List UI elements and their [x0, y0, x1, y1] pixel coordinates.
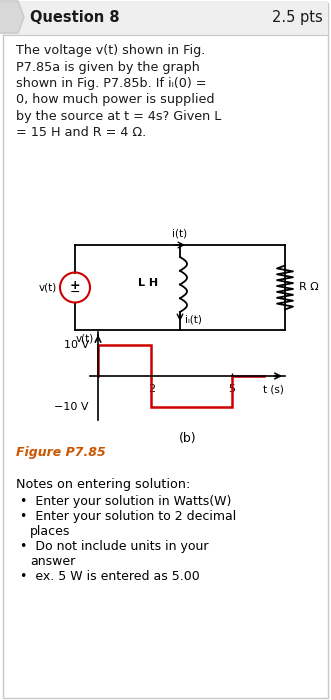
- Text: Question 8: Question 8: [30, 10, 119, 25]
- Text: −: −: [70, 286, 80, 299]
- Text: •  Enter your solution in Watts(W): • Enter your solution in Watts(W): [20, 495, 231, 508]
- Text: answer: answer: [30, 555, 75, 568]
- Text: 0, how much power is supplied: 0, how much power is supplied: [16, 94, 214, 106]
- Text: Notes on entering solution:: Notes on entering solution:: [16, 478, 190, 491]
- Text: t (s): t (s): [263, 385, 284, 395]
- Text: 2.5 pts: 2.5 pts: [272, 10, 323, 25]
- Text: = 15 H and R = 4 Ω.: = 15 H and R = 4 Ω.: [16, 127, 146, 139]
- Text: shown in Fig. P7.85b. If iₗ(0) =: shown in Fig. P7.85b. If iₗ(0) =: [16, 77, 207, 90]
- Text: +: +: [70, 279, 80, 292]
- Text: P7.85a is given by the graph: P7.85a is given by the graph: [16, 60, 200, 74]
- Text: •  ex. 5 W is entered as 5.00: • ex. 5 W is entered as 5.00: [20, 570, 200, 583]
- Polygon shape: [0, 1, 24, 33]
- Text: i(t): i(t): [172, 229, 188, 239]
- Text: iₗ(t): iₗ(t): [185, 315, 202, 325]
- Bar: [3, 1, 328, 35]
- Text: The voltage v(t) shown in Fig.: The voltage v(t) shown in Fig.: [16, 44, 205, 57]
- Text: by the source at t = 4s? Given L: by the source at t = 4s? Given L: [16, 110, 221, 123]
- Text: v(t): v(t): [39, 283, 57, 293]
- Text: •  Enter your solution to 2 decimal: • Enter your solution to 2 decimal: [20, 510, 236, 523]
- Text: Figure P7.85: Figure P7.85: [16, 446, 106, 459]
- Text: 10 V: 10 V: [64, 340, 89, 349]
- Text: (b): (b): [179, 432, 196, 445]
- Text: −10 V: −10 V: [54, 402, 89, 412]
- Text: v(t): v(t): [76, 334, 94, 344]
- Text: (a): (a): [171, 340, 189, 353]
- Text: places: places: [30, 525, 71, 538]
- Text: R Ω: R Ω: [299, 283, 319, 293]
- Text: •  Do not include units in your: • Do not include units in your: [20, 540, 209, 553]
- Text: L H: L H: [138, 277, 158, 288]
